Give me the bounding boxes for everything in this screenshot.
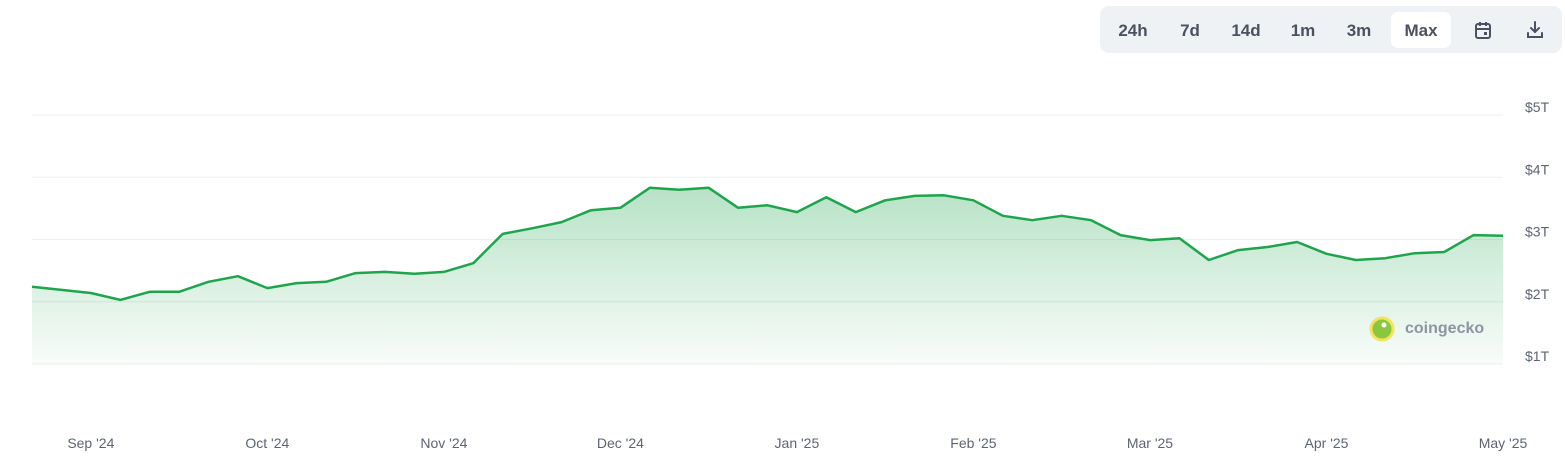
y-tick-label: $3T (1525, 224, 1550, 240)
range-button[interactable]: 14d (1231, 21, 1260, 40)
x-tick-label: Feb '25 (950, 435, 996, 451)
calendar-icon[interactable] (1475, 22, 1491, 39)
y-tick-label: $4T (1525, 161, 1550, 177)
range-button[interactable]: 1m (1291, 21, 1316, 40)
x-tick-label: Nov '24 (420, 435, 467, 451)
range-controls: 24h 7d 14d 1m 3m Max (1100, 6, 1562, 53)
grid: $1T $2T $3T $4T $5T Sep '24 Oct '24 Nov '24 Dec … (32, 99, 1550, 451)
controls-background (1100, 6, 1562, 53)
x-tick-label: May '25 (1479, 435, 1528, 451)
range-button[interactable]: Max (1404, 21, 1438, 40)
y-tick-label: $5T (1525, 99, 1550, 115)
watermark-logo (1369, 316, 1395, 342)
range-button[interactable]: 3m (1347, 21, 1372, 40)
y-tick-label: $1T (1525, 348, 1550, 364)
watermark-logo-eye (1381, 322, 1387, 328)
x-tick-label: Dec '24 (597, 435, 644, 451)
x-tick-label: Jan '25 (775, 435, 820, 451)
x-tick-label: Apr '25 (1305, 435, 1349, 451)
plot (31, 186, 1504, 364)
x-tick-label: Sep '24 (67, 435, 114, 451)
watermark: coingecko (1369, 316, 1484, 342)
button-group: 24h 7d 14d 1m 3m Max (1118, 12, 1451, 48)
area (32, 187, 1503, 364)
y-tick-label: $2T (1525, 286, 1550, 302)
x-tick-label: Mar '25 (1127, 435, 1173, 451)
download-icon[interactable] (1527, 21, 1543, 38)
range-button[interactable]: 7d (1180, 21, 1200, 40)
line (31, 186, 1504, 302)
range-button[interactable]: 24h (1118, 21, 1147, 40)
selected-button-background (1391, 12, 1451, 48)
x-tick-label: Oct '24 (245, 435, 289, 451)
watermark-text: coingecko (1405, 320, 1484, 337)
